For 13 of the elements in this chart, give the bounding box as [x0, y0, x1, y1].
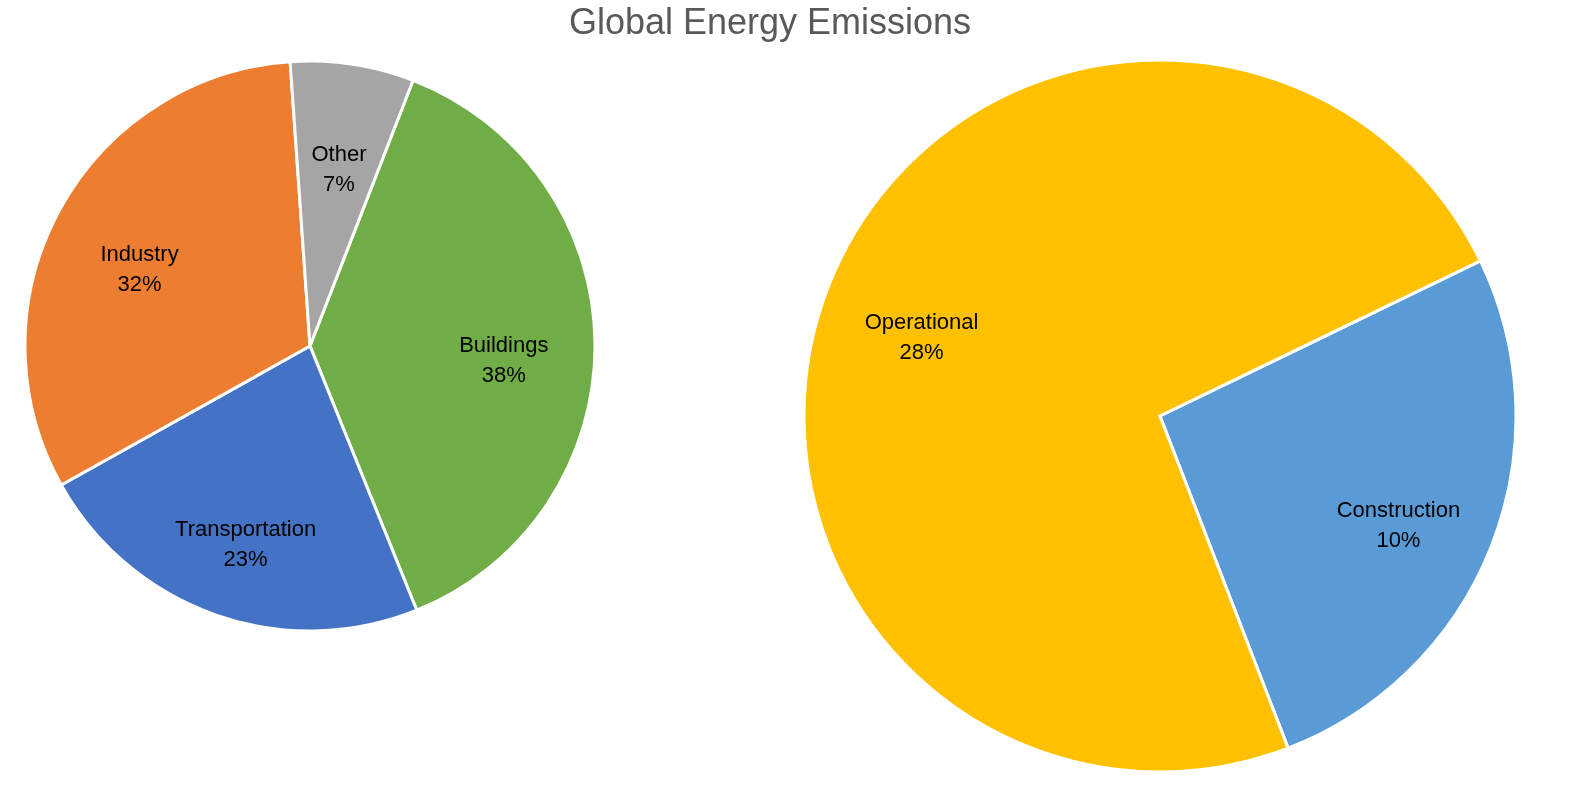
slice-label: Other — [311, 141, 367, 167]
slice-label: Buildings — [459, 331, 549, 357]
data-label: 7% — [323, 171, 355, 197]
data-label: 10% — [1376, 527, 1421, 553]
text: Global Energy Emissions — [568, 1, 972, 42]
data-label: 32% — [117, 270, 162, 296]
slice-label: Construction — [1336, 497, 1461, 523]
slice-label: Transportation — [175, 515, 317, 541]
slice-label: Industry — [100, 240, 179, 266]
data-label: 38% — [481, 361, 526, 387]
data-label: 28% — [899, 338, 944, 364]
data-label: 23% — [223, 545, 268, 571]
slice-label: Operational — [864, 308, 979, 334]
